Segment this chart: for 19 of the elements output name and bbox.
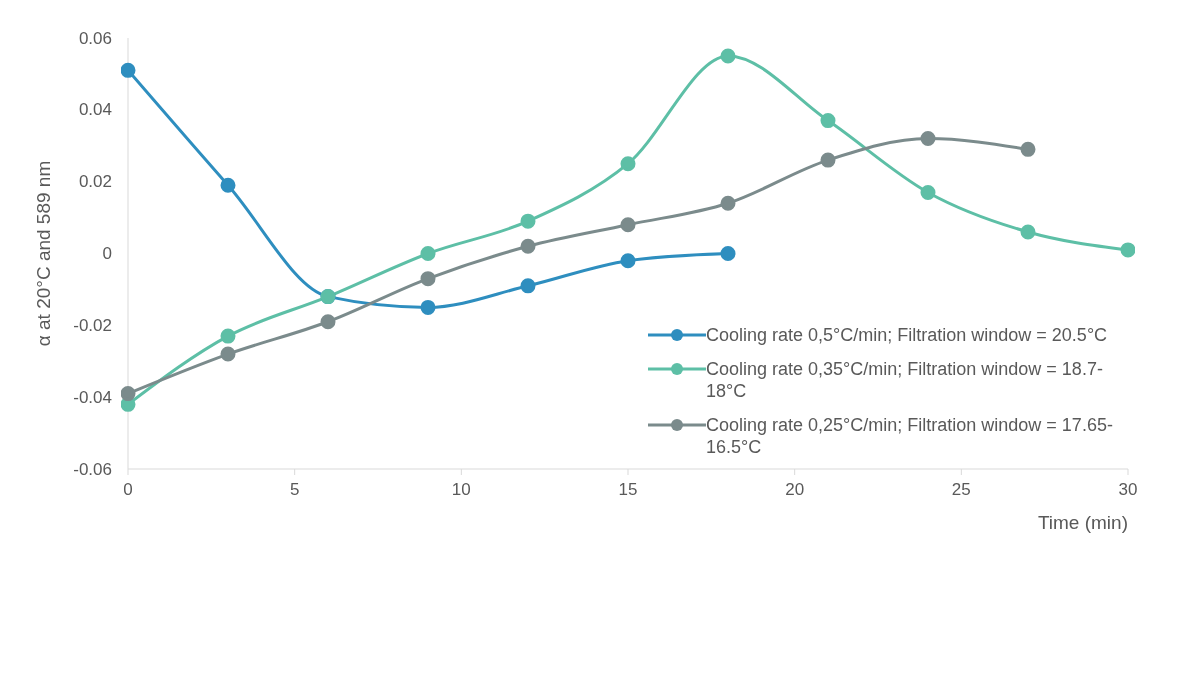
x-tick-label: 15	[618, 479, 638, 499]
legend-label: Cooling rate 0,35°C/min; Filtration window = 18.7-18°C	[706, 358, 1104, 402]
y-tick-label: 0.02	[78, 172, 112, 192]
x-tick-label: 20	[785, 479, 805, 499]
y-tick-label: -0.02	[73, 315, 112, 335]
x-tick-label: 10	[451, 479, 471, 499]
y-tick-label: -0.06	[73, 459, 112, 479]
y-tick-label: 0	[102, 244, 112, 263]
y-tick-label: 0.04	[78, 100, 112, 120]
legend-label: Cooling rate 0,5°C/min; Filtration window = 20.5°C	[706, 324, 1108, 346]
y-axis-title: α at 20°C and 589 nm	[32, 160, 54, 347]
x-tick-label: 0	[123, 479, 133, 499]
x-tick-label: 30	[1118, 479, 1138, 499]
y-tick-label: 0.06	[78, 28, 112, 48]
x-tick-label: 25	[951, 479, 971, 499]
y-tick-label: -0.04	[73, 387, 112, 407]
x-axis-title: Time (min)	[1037, 512, 1128, 533]
x-tick-label: 5	[289, 479, 300, 499]
legend-label: Cooling rate 0,25°C/min; Filtration window = 17.65-16.5°C	[706, 414, 1114, 458]
